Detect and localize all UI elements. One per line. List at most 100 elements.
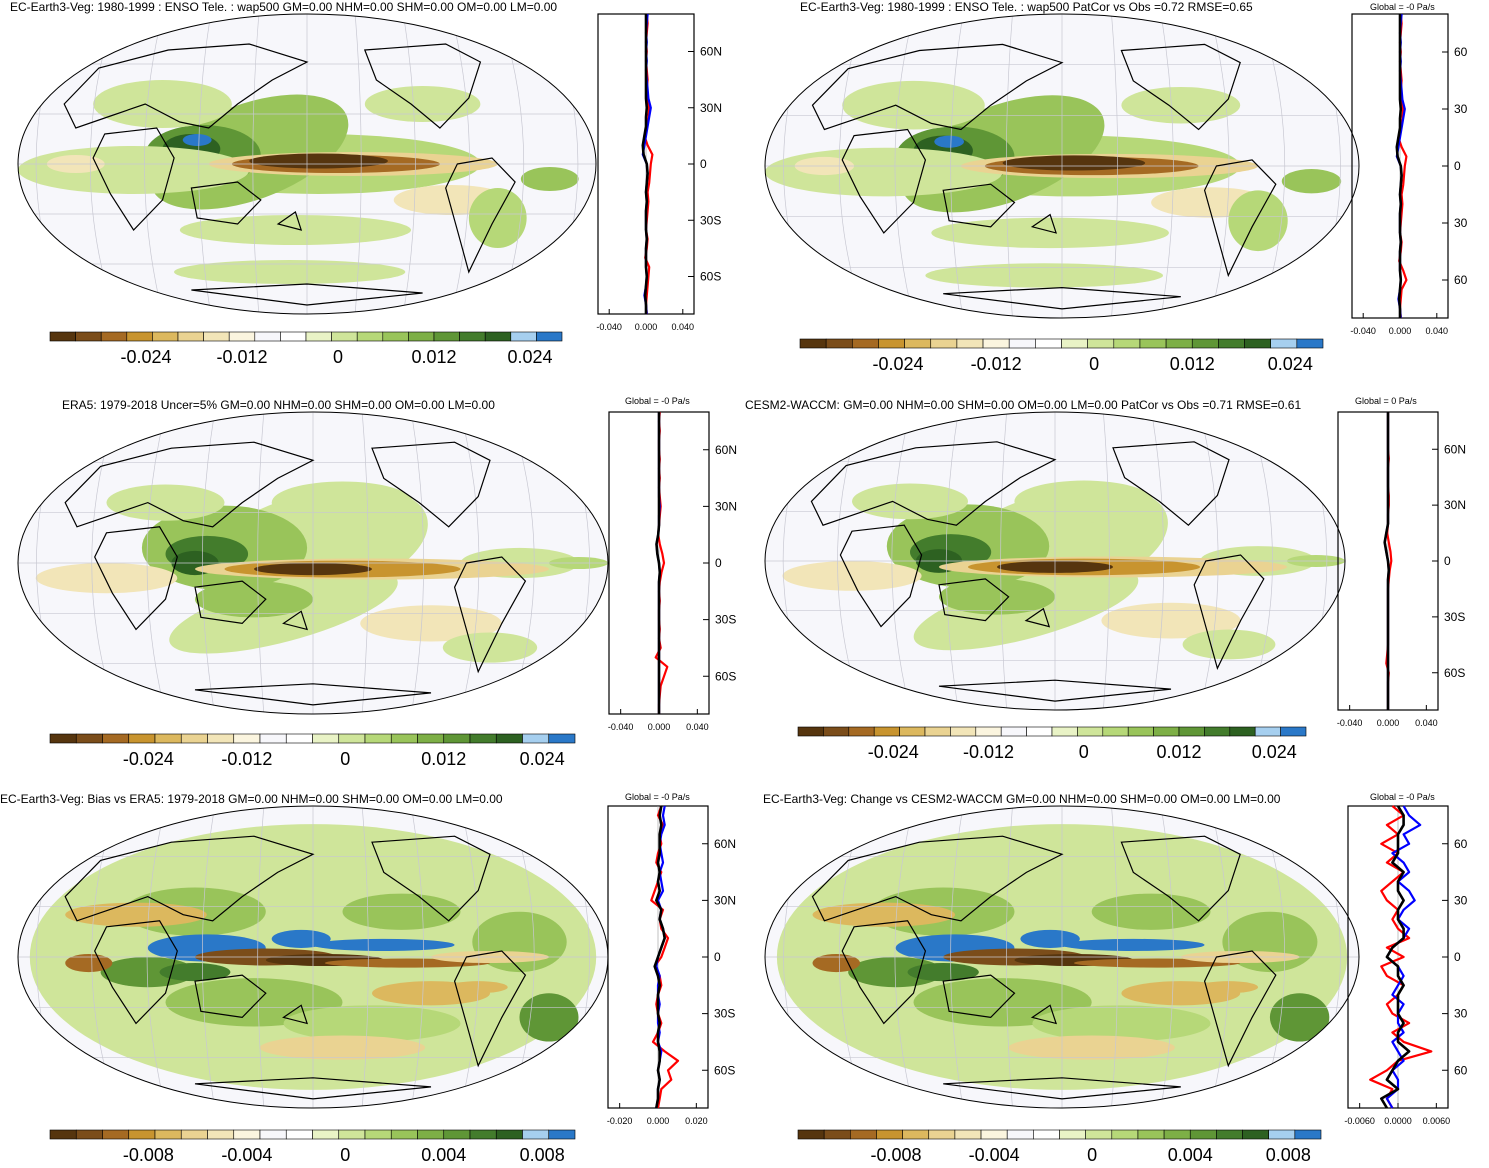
- profile-xtick: 0.020: [685, 1116, 708, 1126]
- colorbar-swatch: [390, 1129, 418, 1140]
- coastline-1: [841, 920, 927, 1025]
- colorbar-swatch: [825, 338, 853, 349]
- colorbar-swatch: [207, 1129, 235, 1140]
- profile-ytick: 60S: [1444, 666, 1465, 680]
- colorbar-swatch: [495, 1129, 523, 1140]
- colorbar-swatch: [312, 1129, 340, 1140]
- colorbar-swatch: [1242, 1129, 1270, 1140]
- colorbar-swatch: [312, 733, 340, 744]
- map-contour-7: [1269, 993, 1330, 1042]
- map-contour-13: [1228, 190, 1288, 252]
- colorbar-swatch: [1268, 1129, 1296, 1140]
- map-contour-7: [519, 993, 579, 1042]
- colorbar-swatch: [443, 733, 471, 744]
- colorbar-swatch: [433, 331, 460, 342]
- colorbar-swatch: [443, 1129, 471, 1140]
- map-contour-4: [934, 135, 964, 148]
- colorbar-swatch: [548, 1129, 576, 1140]
- colorbar-swatch: [408, 331, 435, 342]
- profile-xtick: 0.0000: [1384, 1116, 1412, 1126]
- colorbar-1: -0.024 -0.012 0 0.012 0.024: [799, 338, 1324, 374]
- colorbar-4: -0.008 -0.004 0 0.004 0.008: [49, 1129, 576, 1165]
- colorbar-swatch: [495, 733, 523, 744]
- map-contour-5: [195, 581, 313, 618]
- colorbar-swatch: [364, 1129, 392, 1140]
- colorbar-swatch: [128, 733, 156, 744]
- map-contour-12: [35, 563, 178, 594]
- profile-ytick: 60N: [714, 837, 736, 851]
- colorbar-swatch: [102, 733, 130, 744]
- colorbar-swatch: [331, 331, 358, 342]
- colorbar-swatch: [950, 726, 977, 737]
- profile-ytick: 0: [1454, 950, 1461, 964]
- profile-ytick: 30: [1454, 1007, 1468, 1021]
- colorbar-label: 0: [1079, 742, 1089, 762]
- colorbar-swatch: [876, 1129, 903, 1140]
- colorbar-swatch: [1077, 726, 1104, 737]
- colorbar-swatch: [1033, 1129, 1060, 1140]
- profile-xtick: 0.000: [647, 1116, 670, 1126]
- colorbar-swatch: [356, 331, 384, 342]
- coastline-0: [811, 43, 1064, 131]
- map-contour-8: [179, 215, 412, 245]
- colorbar-swatch: [484, 331, 512, 342]
- colorbar-swatch: [980, 1129, 1008, 1140]
- colorbar-swatch: [956, 338, 984, 349]
- map-3: [764, 411, 1346, 711]
- colorbar-swatch: [1218, 338, 1245, 349]
- profile-line-model: [1380, 805, 1411, 1109]
- map-contour-8: [931, 217, 1169, 249]
- map-contour-9: [1008, 1035, 1175, 1060]
- coastline-0: [64, 441, 315, 528]
- colorbar-swatch: [152, 331, 179, 342]
- panel-title: EC-Earth3-Veg: 1980-1999 : ENSO Tele. : …: [800, 0, 1253, 14]
- map-contour-14: [1281, 169, 1342, 194]
- colorbar-swatch: [180, 1129, 208, 1140]
- colorbar-swatch: [338, 1129, 366, 1140]
- profile-xtick: -0.020: [607, 1116, 633, 1126]
- profile-2: 60N 30N 0 30S 60S -0.040 0.000 0.040: [608, 411, 737, 732]
- profile-ytick: 60S: [700, 270, 721, 284]
- colorbar-swatch: [1204, 726, 1231, 737]
- panel-title: CESM2-WACCM: GM=0.00 NHM=0.00 SHM=0.00 O…: [745, 398, 1302, 412]
- colorbar-swatch: [1191, 338, 1219, 349]
- colorbar-label: -0.012: [216, 347, 267, 367]
- coastline-6: [191, 283, 423, 306]
- map-contour-5: [283, 1005, 461, 1042]
- profile-xtick: 0.0060: [1423, 1116, 1451, 1126]
- colorbar-swatch: [851, 338, 879, 349]
- colorbar-swatch: [904, 338, 932, 349]
- colorbar-label: 0: [1089, 354, 1099, 374]
- colorbar-swatch: [259, 733, 287, 744]
- profile-ytick: 60N: [700, 45, 722, 59]
- colorbar-swatch: [1153, 726, 1180, 737]
- colorbar-swatch: [954, 1129, 982, 1140]
- colorbar-swatch: [1229, 726, 1256, 737]
- colorbar-swatch: [1000, 726, 1027, 737]
- profile-xtick: 0.000: [635, 322, 658, 332]
- map-contour-6: [18, 146, 250, 194]
- colorbar-swatch: [1216, 1129, 1243, 1140]
- colorbar-swatch: [338, 733, 366, 744]
- profile-ytick: 30S: [714, 1007, 735, 1021]
- colorbar-swatch: [254, 331, 281, 342]
- colorbar-swatch: [305, 331, 332, 342]
- map-contour-15: [852, 483, 968, 520]
- colorbar-swatch: [924, 726, 951, 737]
- colorbar-swatch: [848, 726, 875, 737]
- profile-title: Global = 0 Pa/s: [1355, 396, 1417, 406]
- colorbar-swatch: [797, 1129, 825, 1140]
- colorbar-label: 0.012: [1156, 742, 1201, 762]
- colorbar-swatch: [126, 331, 153, 342]
- colorbar-swatch: [1061, 338, 1088, 349]
- colorbar-swatch: [1127, 726, 1154, 737]
- map-1: [764, 13, 1360, 319]
- colorbar-label: -0.004: [221, 1145, 272, 1163]
- profile-xtick: 0.000: [1377, 718, 1400, 728]
- coastline-4: [453, 950, 527, 1068]
- colorbar-label: -0.008: [123, 1145, 174, 1163]
- colorbar-swatch: [1178, 726, 1205, 737]
- profile-xtick: -0.040: [1350, 326, 1376, 336]
- profile-3: 60N 30N 0 30S 60S -0.040 0.000 0.040: [1337, 411, 1466, 728]
- colorbar-label: 0.004: [1168, 1145, 1213, 1163]
